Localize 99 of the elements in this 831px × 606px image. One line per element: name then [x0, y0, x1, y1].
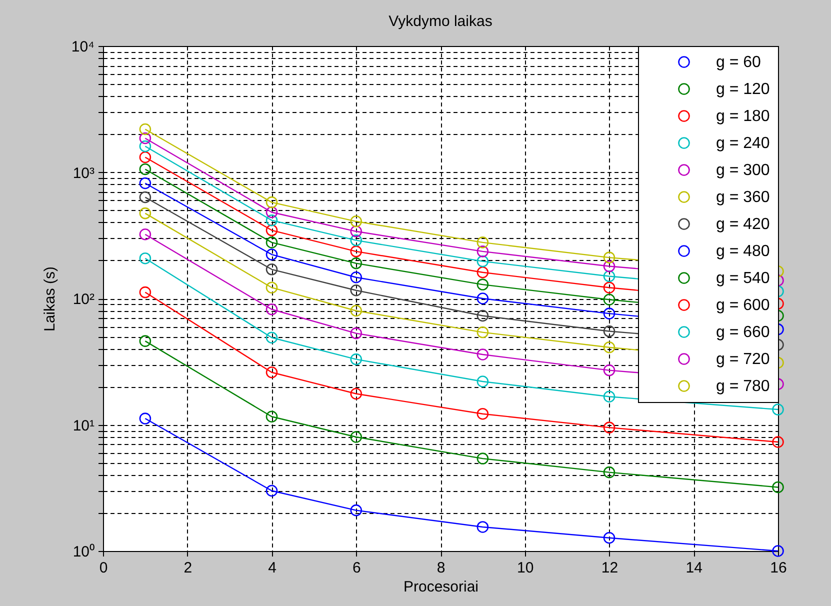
point [139, 207, 152, 220]
legend-label: g = 660 [716, 324, 770, 341]
x-tick-label: 6 [352, 560, 361, 576]
point [476, 452, 489, 464]
legend-label: g = 480 [716, 243, 770, 260]
point [603, 260, 616, 272]
y-axis-title: Laikas (s) [41, 266, 58, 332]
point [266, 303, 278, 316]
point [266, 282, 278, 294]
point [350, 388, 362, 400]
legend-label: g = 780 [716, 378, 770, 395]
point [476, 408, 489, 420]
point [476, 236, 489, 248]
point [139, 123, 152, 136]
legend-label: g = 600 [716, 297, 770, 314]
point [266, 196, 278, 208]
point [350, 257, 362, 270]
x-tick-label: 8 [436, 560, 446, 576]
point [476, 255, 489, 268]
point [350, 246, 362, 258]
point [139, 228, 152, 240]
point [350, 504, 362, 516]
point [139, 286, 152, 298]
legend-label: g = 60 [716, 54, 762, 71]
x-tick-label: 10 [517, 560, 534, 576]
y-tick-label: 10⁰ [72, 544, 94, 560]
legend-label: g = 540 [716, 270, 770, 287]
point [139, 140, 152, 152]
point [603, 270, 616, 282]
legend-label: g = 120 [716, 81, 770, 98]
point [266, 206, 278, 218]
x-tick-label: 12 [601, 560, 618, 576]
x-tick-label: 16 [770, 560, 787, 576]
point [350, 284, 362, 296]
point [139, 163, 152, 176]
legend-label: g = 720 [716, 351, 770, 368]
legend-label: g = 420 [716, 216, 770, 233]
point [772, 404, 784, 416]
point [603, 422, 616, 434]
y-tick-label: 10³ [72, 164, 94, 182]
x-tick-label: 2 [184, 560, 192, 576]
y-tick-label: 10¹ [72, 417, 94, 434]
point [350, 304, 362, 317]
x-tick-label: 0 [99, 560, 108, 576]
point [476, 376, 489, 388]
point [266, 484, 278, 497]
x-axis-title: Procesoriai [403, 578, 479, 596]
point [603, 342, 616, 354]
point [266, 366, 278, 378]
x-tick-label: 4 [268, 560, 276, 576]
y-tick-label: 10² [72, 291, 94, 308]
point [772, 436, 784, 448]
point [350, 353, 362, 366]
y-tick-label: 10⁴ [71, 38, 94, 56]
point [266, 224, 278, 236]
point [603, 308, 616, 320]
point [476, 348, 489, 360]
legend-label: g = 240 [716, 135, 770, 152]
point [476, 292, 489, 304]
point [139, 191, 152, 204]
point [139, 151, 152, 164]
point [139, 252, 152, 264]
point [139, 132, 152, 144]
point [603, 282, 616, 294]
point [476, 278, 489, 290]
point [603, 532, 616, 544]
point [350, 234, 362, 246]
point [476, 266, 489, 278]
point [603, 364, 616, 376]
point [476, 246, 489, 258]
point [139, 177, 152, 190]
legend-label: g = 360 [716, 189, 770, 206]
point [266, 264, 278, 276]
legend-label: g = 300 [716, 162, 770, 179]
point [266, 410, 278, 422]
point [476, 310, 489, 322]
point [350, 271, 362, 284]
point [266, 236, 278, 248]
point [139, 412, 152, 424]
point [266, 214, 278, 226]
point [476, 326, 489, 338]
point [603, 252, 616, 264]
point [266, 248, 278, 260]
point [603, 325, 616, 338]
point [603, 390, 616, 403]
point [350, 216, 362, 228]
point [603, 466, 616, 478]
point [350, 327, 362, 340]
point [350, 226, 362, 238]
chart-title: Vykdymo laikas [388, 13, 492, 30]
legend-label: g = 180 [716, 108, 770, 125]
point [772, 481, 784, 494]
point [772, 545, 784, 557]
point [476, 521, 489, 533]
point [603, 294, 616, 306]
x-tick-label: 14 [686, 560, 702, 576]
point [266, 332, 278, 344]
point [139, 335, 152, 347]
point [350, 431, 362, 443]
